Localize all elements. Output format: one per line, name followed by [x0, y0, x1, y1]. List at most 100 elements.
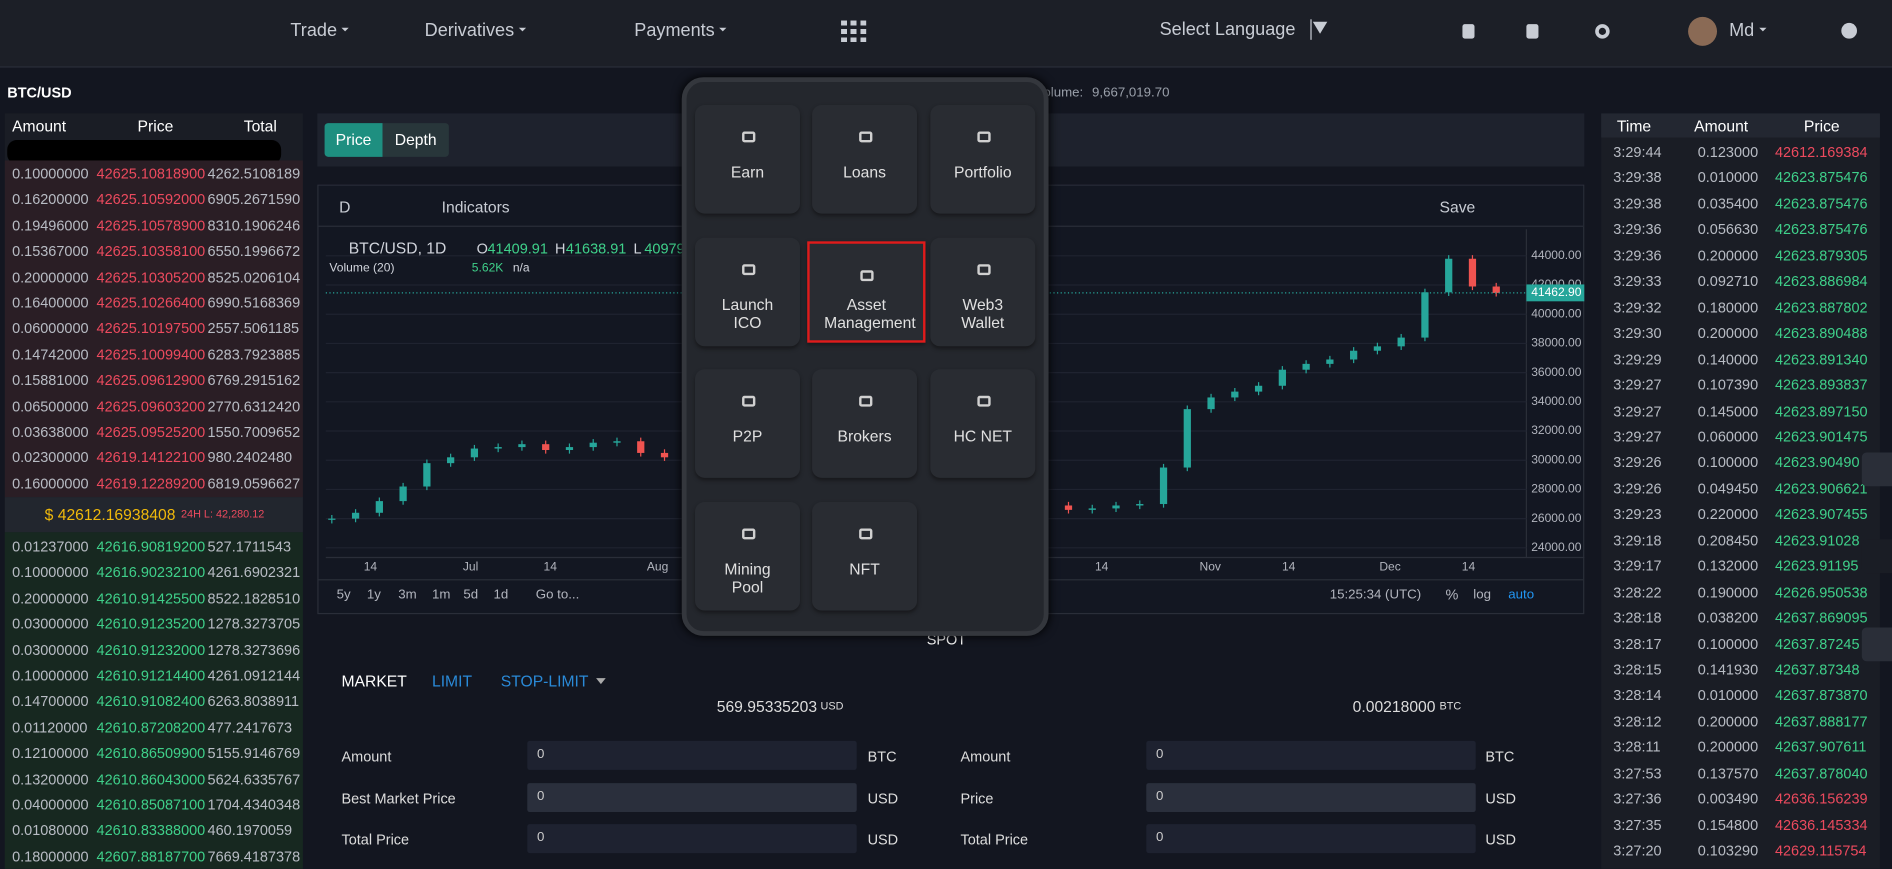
- order-row-total[interactable]: 4261.6902321: [207, 563, 301, 581]
- legend-symbol[interactable]: BTC/USD, 1D: [348, 238, 447, 258]
- order-row-price[interactable]: 42607.88187700: [96, 848, 206, 865]
- form-input[interactable]: 0: [527, 782, 857, 812]
- order-row-price[interactable]: 42610.83388000: [96, 822, 206, 840]
- side-widget[interactable]: [1861, 452, 1892, 487]
- order-type-tab[interactable]: MARKET: [341, 672, 407, 691]
- order-row-price[interactable]: 42610.86043000: [96, 770, 206, 788]
- apps-tile[interactable]: P2P: [695, 369, 800, 478]
- order-row-amount[interactable]: 0.15367000: [12, 242, 89, 260]
- order-row-amount[interactable]: 0.06500000: [12, 397, 89, 415]
- order-row-amount[interactable]: 0.02300000: [12, 449, 89, 467]
- order-row-total[interactable]: 6263.8038911: [207, 693, 300, 710]
- apps-grid-icon[interactable]: [841, 20, 867, 43]
- goto-button[interactable]: Go to...: [535, 587, 580, 603]
- apps-tile[interactable]: Launch ICO: [695, 237, 800, 347]
- order-row-total[interactable]: 4262.5108189: [207, 165, 301, 183]
- order-row-amount[interactable]: 0.10000000: [12, 563, 89, 581]
- order-row-total[interactable]: 8525.0206104: [207, 268, 301, 286]
- order-row-total[interactable]: 1278.3273696: [207, 641, 301, 659]
- interval[interactable]: D: [339, 197, 351, 216]
- order-row-amount[interactable]: 0.01237000: [12, 538, 89, 556]
- order-row-amount[interactable]: 0.03000000: [12, 615, 89, 633]
- order-row-amount[interactable]: 0.13200000: [12, 770, 89, 788]
- nav-item[interactable]: Payments: [608, 21, 753, 42]
- toolbar-icon[interactable]: [1462, 24, 1475, 39]
- apps-tile[interactable]: Earn: [695, 104, 800, 214]
- order-row-price[interactable]: 42610.87208200: [96, 718, 206, 736]
- order-row-total[interactable]: 1278.3273705: [207, 615, 301, 633]
- language-select[interactable]: Select Language: [1160, 19, 1312, 40]
- apps-tile[interactable]: Portfolio: [930, 104, 1036, 214]
- apps-tile[interactable]: Loans: [812, 104, 918, 214]
- order-row-total[interactable]: 6769.2915162: [207, 371, 301, 389]
- save-button[interactable]: Save: [1439, 197, 1476, 216]
- order-row-price[interactable]: 42625.10266400: [96, 294, 206, 312]
- order-row-price[interactable]: 42610.91214400: [96, 667, 206, 685]
- order-row-total[interactable]: 8310.1906246: [207, 216, 301, 234]
- order-row-amount[interactable]: 0.20000000: [12, 268, 89, 286]
- order-row-total[interactable]: 2770.6312420: [207, 397, 301, 415]
- order-row-price[interactable]: 42625.10358100: [96, 242, 206, 260]
- order-row-amount[interactable]: 0.16400000: [12, 294, 89, 312]
- range-button[interactable]: 5y: [336, 587, 351, 603]
- side-widget[interactable]: [1861, 539, 1892, 574]
- order-row-price[interactable]: 42625.09603200: [96, 397, 206, 415]
- order-row-price[interactable]: 42625.10818900: [96, 165, 206, 183]
- order-row-price[interactable]: 42610.91232000: [96, 641, 206, 659]
- order-row-price[interactable]: 42619.12289200: [96, 475, 206, 493]
- help-icon[interactable]: [1841, 22, 1858, 39]
- order-row-total[interactable]: 5624.6335767: [207, 770, 301, 788]
- range-button[interactable]: 1m: [431, 587, 451, 603]
- apps-tile[interactable]: NFT: [812, 501, 918, 611]
- apps-tile[interactable]: Brokers: [812, 369, 918, 478]
- order-row-price[interactable]: 42610.91235200: [96, 615, 206, 633]
- avatar[interactable]: [1688, 16, 1718, 46]
- form-input[interactable]: 0: [527, 740, 857, 770]
- order-type-tab[interactable]: STOP-LIMIT: [500, 672, 589, 691]
- order-row-price[interactable]: 42610.91082400: [96, 693, 206, 710]
- form-input[interactable]: 0: [527, 824, 857, 854]
- toolbar-icon[interactable]: [1526, 24, 1539, 39]
- order-row-price[interactable]: 42619.14122100: [96, 449, 206, 467]
- order-row-amount[interactable]: 0.14742000: [12, 346, 89, 363]
- order-row-total[interactable]: 6819.0596627: [207, 475, 301, 493]
- apps-tile[interactable]: Web3 Wallet: [930, 237, 1036, 347]
- language-arrow[interactable]: [1312, 21, 1328, 41]
- order-row-total[interactable]: 460.1970059: [207, 822, 293, 840]
- order-row-price[interactable]: 42625.10592000: [96, 191, 206, 209]
- order-row-total[interactable]: 980.2402480: [207, 449, 293, 467]
- form-input[interactable]: 0: [1146, 740, 1476, 770]
- order-row-total[interactable]: 6905.2671590: [207, 191, 301, 209]
- order-row-amount[interactable]: 0.06000000: [12, 320, 89, 338]
- range-button[interactable]: 5d: [463, 587, 479, 603]
- order-row-amount[interactable]: 0.12100000: [12, 744, 89, 762]
- order-row-price[interactable]: 42625.09612900: [96, 371, 206, 389]
- order-row-amount[interactable]: 0.20000000: [12, 589, 89, 607]
- order-row-total[interactable]: 2557.5061185: [207, 320, 300, 338]
- apps-tile[interactable]: Mining Pool: [695, 501, 800, 611]
- nav-item[interactable]: Trade: [247, 21, 392, 42]
- order-row-total[interactable]: 8522.1828510: [207, 589, 301, 607]
- indicators-button[interactable]: Indicators: [441, 197, 510, 216]
- order-row-amount[interactable]: 0.18000000: [12, 848, 89, 865]
- order-row-total[interactable]: 6283.7923885: [207, 346, 301, 363]
- log-toggle[interactable]: log: [1473, 587, 1492, 603]
- range-button[interactable]: 1d: [493, 587, 509, 603]
- order-row-price[interactable]: 42616.90232100: [96, 563, 206, 581]
- nav-item[interactable]: Derivatives: [403, 21, 548, 42]
- order-row-amount[interactable]: 0.10000000: [12, 165, 89, 183]
- order-row-total[interactable]: 477.2417673: [207, 718, 293, 736]
- settings-icon[interactable]: [1595, 24, 1610, 39]
- range-button[interactable]: 1y: [366, 587, 381, 603]
- order-row-total[interactable]: 6550.1996672: [207, 242, 301, 260]
- tab[interactable]: Depth: [382, 123, 449, 157]
- order-row-price[interactable]: 42616.90819200: [96, 538, 206, 556]
- order-row-amount[interactable]: 0.14700000: [12, 693, 89, 710]
- order-row-total[interactable]: 7669.4187378: [207, 848, 301, 865]
- order-row-amount[interactable]: 0.01080000: [12, 822, 89, 840]
- order-row-amount[interactable]: 0.03638000: [12, 423, 89, 441]
- order-row-price[interactable]: 42625.10578900: [96, 216, 206, 234]
- pair-select[interactable]: BTC/USD: [7, 84, 72, 102]
- apps-tile[interactable]: HC NET: [930, 369, 1036, 478]
- order-row-amount[interactable]: 0.16200000: [12, 191, 89, 209]
